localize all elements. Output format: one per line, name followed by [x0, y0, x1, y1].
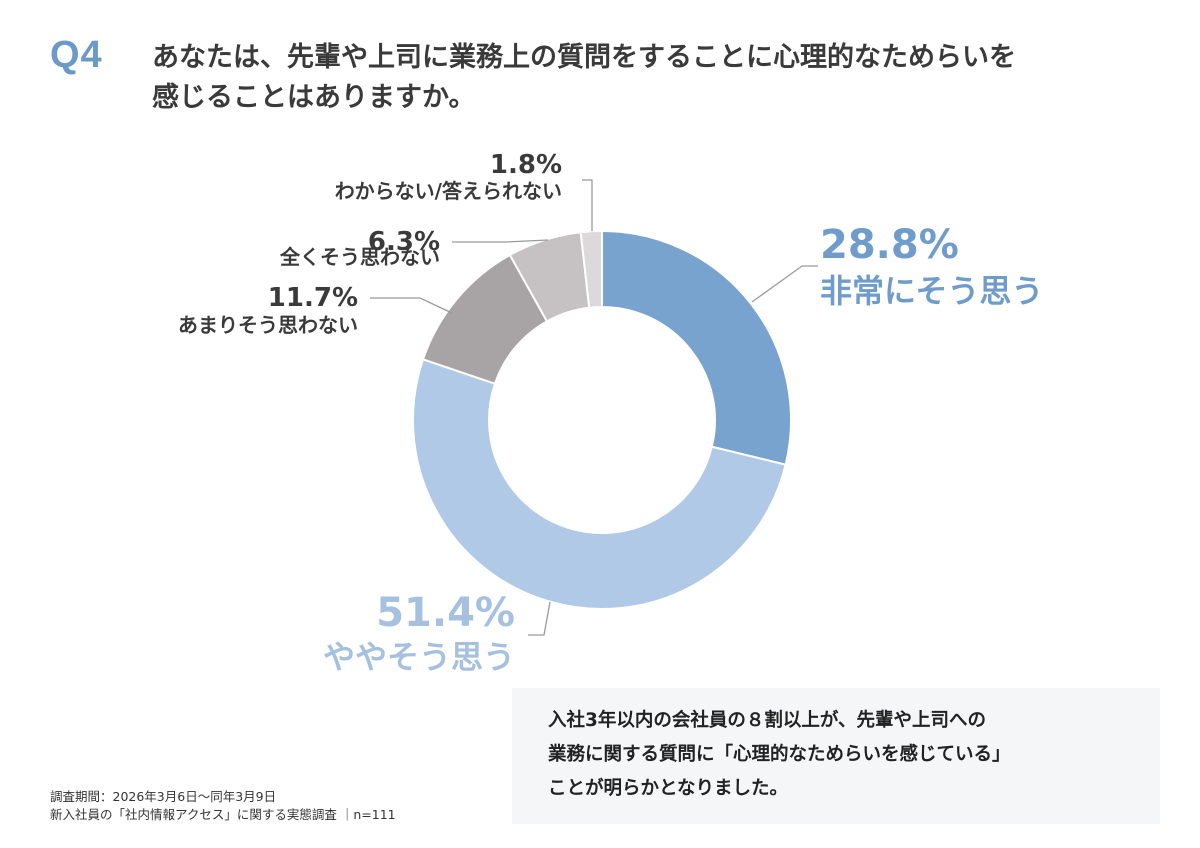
summary-line-3: ことが明らかとなりました。 [548, 778, 788, 799]
survey-title: 新入社員の「社内情報アクセス」に関する実態調査 ｜n=111 [50, 807, 396, 822]
summary-box: 入社3年以内の会社員の８割以上が、先輩や上司への 業務に関する質問に「心理的なた… [512, 688, 1160, 824]
percent-label-very-much: 28.8% [820, 222, 959, 268]
percent-label-dont-know: 1.8% [490, 150, 562, 180]
summary-line-2: 業務に関する質問に「心理的なためらいを感じている」 [548, 744, 1011, 765]
question-line-2: 感じることはありますか。 [152, 82, 476, 113]
donut-slices [412, 229, 792, 610]
percent-label-somewhat: 51.4% [376, 590, 515, 636]
question-text: あなたは、先輩や上司に業務上の質問をすることに心理的なためらいを 感じることはあ… [152, 38, 1112, 118]
percent-label-not-at-all: 6.3% [368, 227, 440, 257]
leader-line-not-at-all [452, 239, 549, 243]
category-label-not-at-all: 全くそう思わない [279, 245, 440, 269]
question-number: Q4 [50, 34, 103, 76]
percent-label-not-really: 11.7% [268, 283, 358, 313]
slice-labels: 28.8% 非常にそう思う 51.4%ややそう思う 11.7%あまりそう思わない 6.3… [178, 150, 1043, 676]
category-label-not-really: あまりそう思わない [178, 313, 358, 337]
category-label-somewhat: ややそう思う [323, 638, 515, 676]
survey-period: 調査期間：2026年3月6日～同年3月9日 [50, 789, 277, 804]
leader-line-not-really [370, 297, 453, 314]
category-label-very-much: 非常にそう思う [820, 272, 1043, 310]
survey-footnote: 調査期間：2026年3月6日～同年3月9日 新入社員の「社内情報アクセス」に関す… [50, 788, 396, 824]
leader-line-very-much [751, 265, 818, 303]
slice-somewhat [412, 358, 787, 610]
leader-line-dont-know [582, 179, 593, 231]
slice-very-much [601, 229, 792, 466]
summary-line-1: 入社3年以内の会社員の８割以上が、先輩や上司への [548, 710, 987, 731]
leader-line-somewhat [528, 601, 551, 636]
leader-lines [370, 179, 818, 636]
question-line-1: あなたは、先輩や上司に業務上の質問をすることに心理的なためらいを [152, 42, 1016, 73]
category-label-dont-know: わからない/答えられない [335, 179, 562, 203]
slice-dont-know [579, 229, 603, 309]
